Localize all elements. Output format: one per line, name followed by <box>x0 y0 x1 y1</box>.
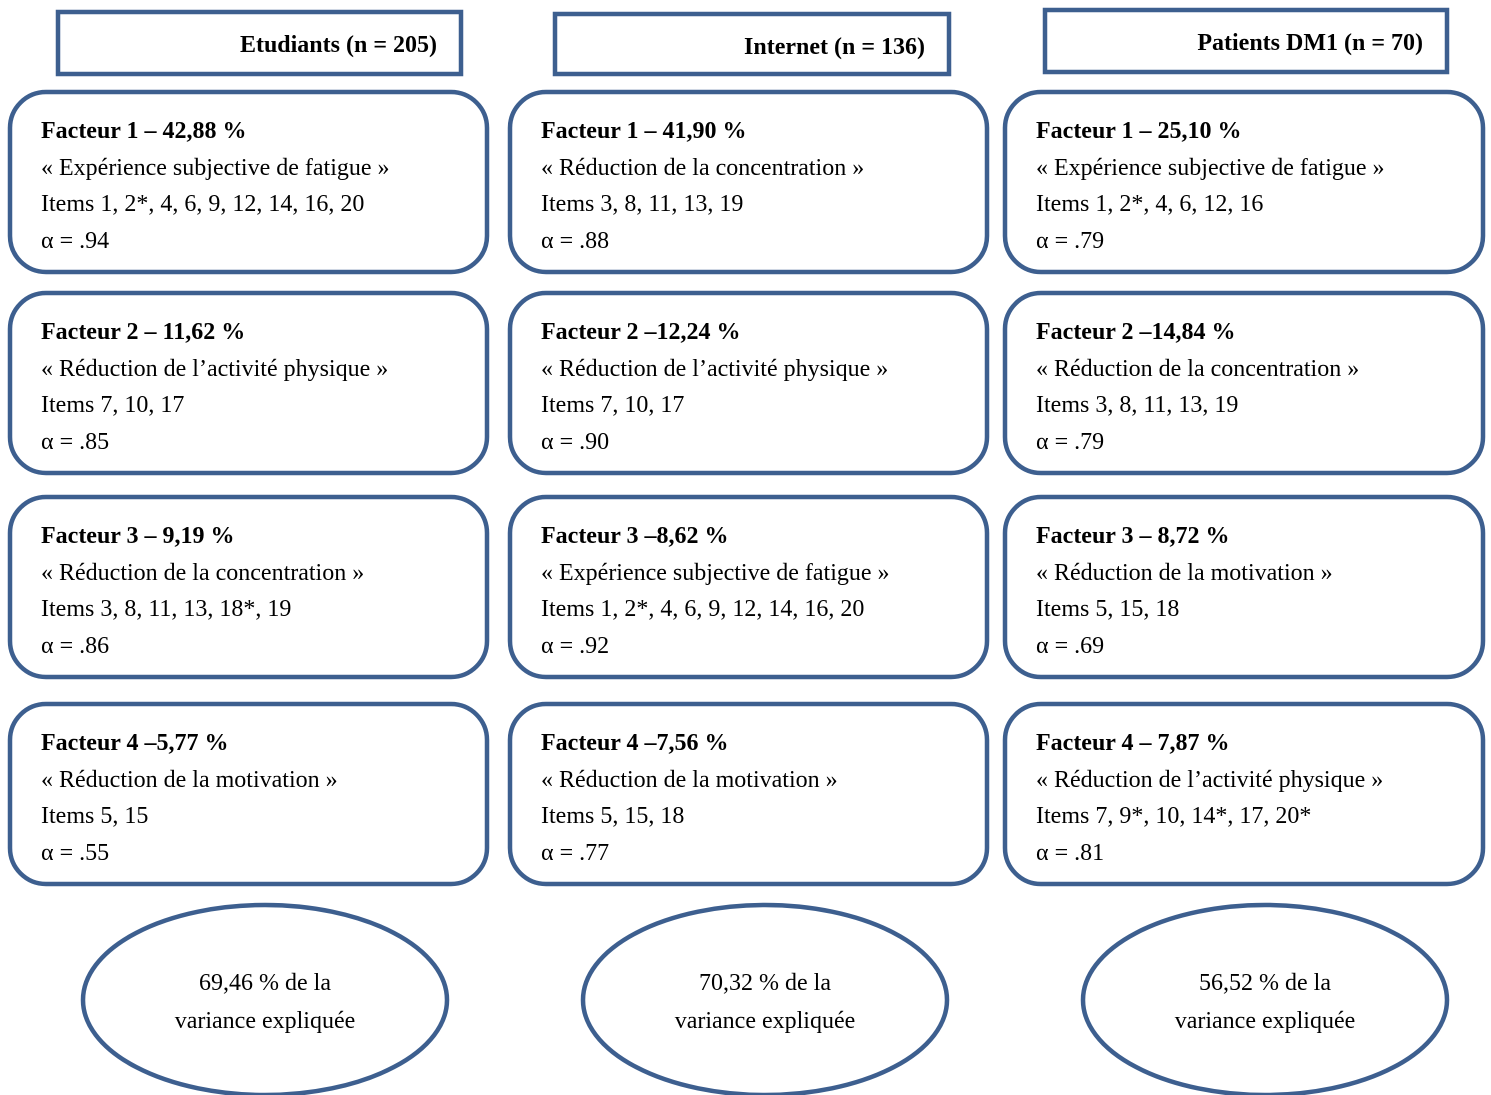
factor-alpha: α = .90 <box>541 429 609 455</box>
factor-title: Facteur 1 – 42,88 % <box>41 118 247 144</box>
factor-items: Items 1, 2*, 4, 6, 9, 12, 14, 16, 20 <box>41 191 364 217</box>
factor-box <box>7 290 490 476</box>
variance-text: 70,32 % de la <box>699 970 831 996</box>
factor-label: « Expérience subjective de fatigue » <box>541 560 890 586</box>
factor-label: « Réduction de la concentration » <box>1036 356 1359 382</box>
factor-label: « Réduction de l’activité physique » <box>1036 767 1383 793</box>
factor-items: Items 1, 2*, 4, 6, 9, 12, 14, 16, 20 <box>541 596 864 622</box>
factor-title: Facteur 2 – 11,62 % <box>41 319 245 345</box>
factor-title: Facteur 4 –5,77 % <box>41 730 229 756</box>
factor-label: « Réduction de la concentration » <box>541 155 864 181</box>
factor-items: Items 1, 2*, 4, 6, 12, 16 <box>1036 191 1263 217</box>
factor-items: Items 7, 10, 17 <box>541 392 684 418</box>
factor-box <box>507 89 990 275</box>
factor-label: « Expérience subjective de fatigue » <box>1036 155 1385 181</box>
factor-alpha: α = .77 <box>541 840 609 866</box>
factor-items: Items 5, 15, 18 <box>541 803 684 829</box>
factor-items: Items 7, 9*, 10, 14*, 17, 20* <box>1036 803 1311 829</box>
header-text: Internet (n = 136) <box>744 34 925 60</box>
factor-title: Facteur 2 –12,24 % <box>541 319 741 345</box>
factor-box <box>1002 89 1486 275</box>
header-text: Patients DM1 (n = 70) <box>1197 30 1423 56</box>
factor-items: Items 5, 15, 18 <box>1036 596 1179 622</box>
factor-alpha: α = .88 <box>541 228 609 254</box>
factor-label: « Réduction de l’activité physique » <box>41 356 388 382</box>
factor-title: Facteur 4 – 7,87 % <box>1036 730 1230 756</box>
factor-box <box>1002 290 1486 476</box>
factor-items: Items 3, 8, 11, 13, 18*, 19 <box>41 596 291 622</box>
factor-box <box>1002 494 1486 680</box>
factor-title: Facteur 1 – 25,10 % <box>1036 118 1242 144</box>
factor-alpha: α = .81 <box>1036 840 1104 866</box>
factor-title: Facteur 3 – 8,72 % <box>1036 523 1230 549</box>
factor-items: Items 5, 15 <box>41 803 148 829</box>
variance-ellipse <box>580 902 950 1095</box>
factor-alpha: α = .79 <box>1036 429 1104 455</box>
factor-label: « Réduction de la motivation » <box>1036 560 1333 586</box>
factor-box <box>7 701 490 887</box>
factor-alpha: α = .85 <box>41 429 109 455</box>
factor-items: Items 3, 8, 11, 13, 19 <box>541 191 743 217</box>
factor-alpha: α = .55 <box>41 840 109 866</box>
factor-box <box>7 494 490 680</box>
factor-title: Facteur 4 –7,56 % <box>541 730 729 756</box>
factor-box <box>507 494 990 680</box>
factor-items: Items 7, 10, 17 <box>41 392 184 418</box>
factor-box <box>1002 701 1486 887</box>
factor-alpha: α = .69 <box>1036 633 1104 659</box>
header-box <box>55 9 464 77</box>
factor-label: « Réduction de la motivation » <box>541 767 838 793</box>
header-box <box>552 11 952 77</box>
header-box <box>1042 7 1450 75</box>
factor-box <box>507 290 990 476</box>
factor-items: Items 3, 8, 11, 13, 19 <box>1036 392 1238 418</box>
variance-text: variance expliquée <box>175 1008 356 1034</box>
variance-ellipse <box>1080 902 1450 1095</box>
factor-alpha: α = .79 <box>1036 228 1104 254</box>
factor-title: Facteur 3 –8,62 % <box>541 523 729 549</box>
factor-label: « Réduction de la concentration » <box>41 560 364 586</box>
factor-label: « Réduction de la motivation » <box>41 767 338 793</box>
factor-box <box>507 701 990 887</box>
factor-title: Facteur 2 –14,84 % <box>1036 319 1236 345</box>
factor-label: « Réduction de l’activité physique » <box>541 356 888 382</box>
factor-box <box>7 89 490 275</box>
factor-alpha: α = .94 <box>41 228 109 254</box>
factor-alpha: α = .86 <box>41 633 109 659</box>
variance-text: variance expliquée <box>675 1008 856 1034</box>
variance-text: 69,46 % de la <box>199 970 331 996</box>
factor-alpha: α = .92 <box>541 633 609 659</box>
factor-title: Facteur 3 – 9,19 % <box>41 523 235 549</box>
variance-text: 56,52 % de la <box>1199 970 1331 996</box>
factor-label: « Expérience subjective de fatigue » <box>41 155 390 181</box>
header-text: Etudiants (n = 205) <box>240 32 437 58</box>
factor-title: Facteur 1 – 41,90 % <box>541 118 747 144</box>
variance-text: variance expliquée <box>1175 1008 1356 1034</box>
variance-ellipse <box>80 902 450 1095</box>
